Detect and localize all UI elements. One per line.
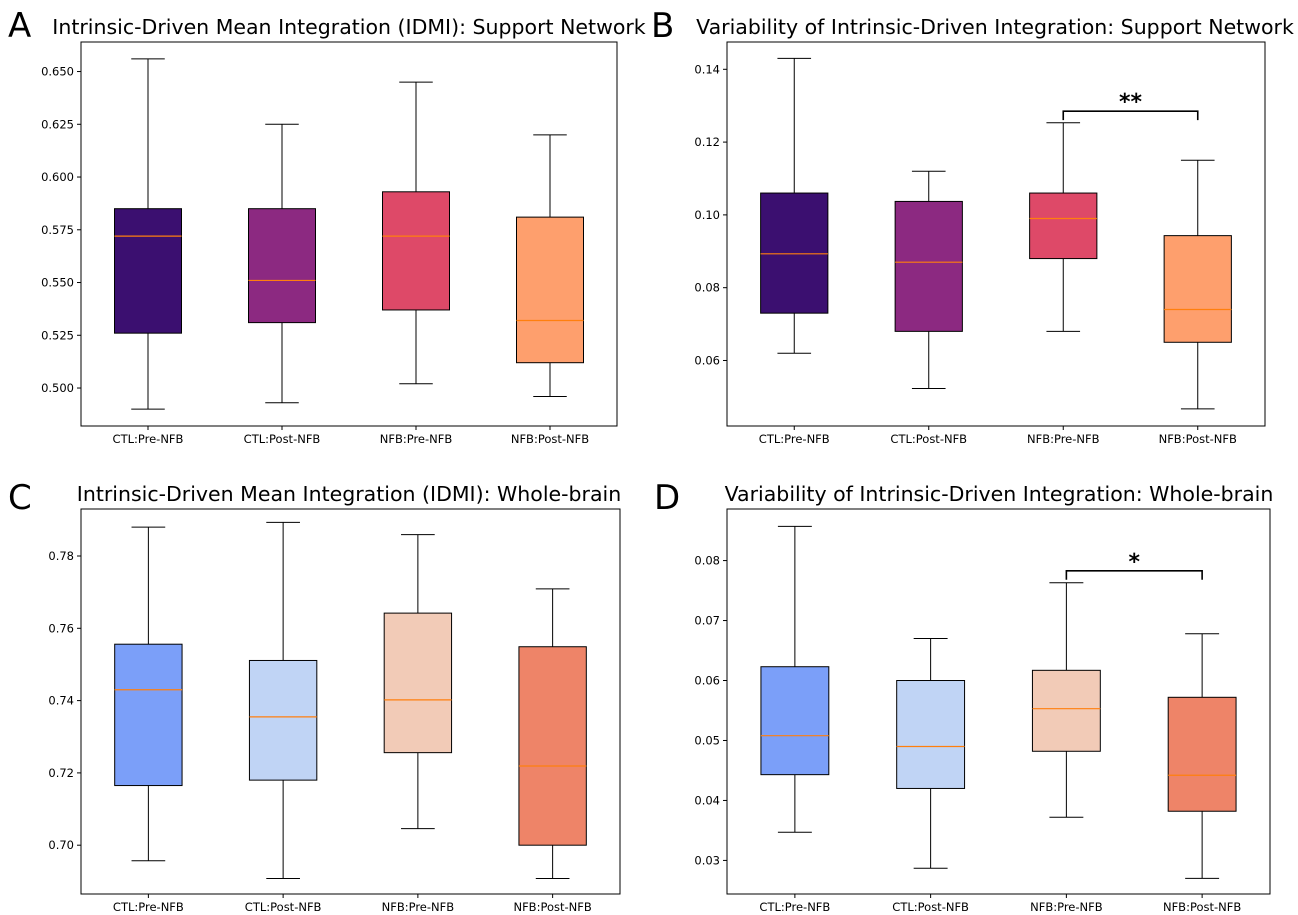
panel-letter-c: C [8,478,32,518]
y-tick-label: 0.625 [41,117,74,131]
box [760,192,829,314]
x-tick-label: NFB:Pre-NFB [382,900,455,914]
x-tick-label: NFB:Post-NFB [511,432,589,446]
y-tick-label: 0.500 [41,381,74,395]
panel-c-title: Intrinsic-Driven Mean Integration (IDMI)… [77,482,621,506]
box [382,191,450,311]
box [1167,696,1237,812]
x-tick-label: CTL:Post-NFB [890,432,967,446]
panel-letter-b: B [651,6,674,46]
y-tick-label: 0.78 [48,549,74,563]
x-tick-label: NFB:Post-NFB [1163,900,1241,914]
panel-d: D Variability of Intrinsic-Driven Integr… [654,478,1273,914]
box [518,646,587,846]
y-tick-label: 0.12 [694,135,720,149]
y-tick-label: 0.10 [694,208,720,222]
box [383,612,453,754]
y-tick-label: 0.650 [41,65,74,79]
box [760,666,830,776]
y-tick-label: 0.04 [694,793,720,807]
y-tick-label: 0.03 [694,853,720,867]
x-tick-label: CTL:Post-NFB [892,900,969,914]
y-tick-label: 0.575 [41,223,74,237]
panel-c: C Intrinsic-Driven Mean Integration (IDM… [8,478,621,914]
box [896,680,966,789]
axes-frame [726,508,1271,895]
y-tick-label: 0.72 [48,766,74,780]
axes-frame [726,41,1266,427]
panel-c-plot: 0.70 0.72 0.74 0.76 0.78 CTL:Pre-NFB CTL:Post-… [48,508,621,914]
y-tick-label: 0.08 [694,554,720,568]
panel-a-title: Intrinsic-Driven Mean Integration (IDMI)… [52,15,646,39]
y-tick-label: 0.70 [48,838,74,852]
axes-frame [80,41,618,427]
y-tick-label: 0.06 [694,353,720,367]
y-tick-label: 0.06 [694,674,720,688]
box [1029,192,1098,260]
significance-bracket [1062,110,1199,121]
x-tick-label: NFB:Pre-NFB [1030,900,1103,914]
significance-label: ** [1119,90,1143,115]
y-tick-label: 0.600 [41,170,74,184]
x-tick-label: NFB:Post-NFB [1159,432,1237,446]
y-tick-label: 0.76 [48,621,74,635]
box [1163,235,1232,343]
box [248,208,316,324]
x-tick-label: CTL:Pre-NFB [759,432,830,446]
box [516,216,584,364]
box [248,659,318,781]
y-tick-label: 0.14 [694,62,720,76]
y-tick-label: 0.74 [48,694,74,708]
x-tick-label: CTL:Pre-NFB [759,900,830,914]
box [114,208,182,334]
significance-label: * [1128,550,1140,575]
y-tick-label: 0.07 [694,614,720,628]
x-tick-label: NFB:Pre-NFB [1027,432,1100,446]
panel-letter-d: D [654,478,680,518]
axes-frame [80,508,621,895]
panel-b: B Variability of Intrinsic-Driven Integr… [651,6,1294,446]
y-tick-label: 0.05 [694,733,720,747]
box [1031,669,1101,752]
y-tick-label: 0.08 [694,281,720,295]
panel-d-plot: 0.03 0.04 0.05 0.06 0.07 0.08 CTL:Pre-NFB CTL:P… [694,508,1271,914]
significance-bracket [1065,569,1203,580]
x-tick-label: CTL:Pre-NFB [113,900,184,914]
panel-d-title: Variability of Intrinsic-Driven Integrat… [725,482,1274,506]
panel-b-title: Variability of Intrinsic-Driven Integrat… [696,15,1294,39]
x-tick-label: CTL:Post-NFB [244,432,321,446]
y-tick-label: 0.525 [41,328,74,342]
x-tick-label: CTL:Pre-NFB [113,432,184,446]
y-tick-label: 0.550 [41,276,74,290]
x-tick-label: NFB:Post-NFB [513,900,591,914]
panel-a: A Intrinsic-Driven Mean Integration (IDM… [8,6,646,446]
panel-a-plot: 0.500 0.525 0.550 0.575 0.600 0.625 0.650 CTL:P… [41,41,618,446]
panel-b-plot: 0.06 0.08 0.10 0.12 0.14 CTL:Pre-NFB CTL:Post-… [694,41,1266,446]
panel-letter-a: A [8,6,31,46]
box [894,200,963,332]
x-tick-label: CTL:Post-NFB [245,900,322,914]
x-tick-label: NFB:Pre-NFB [380,432,453,446]
box [114,643,183,787]
